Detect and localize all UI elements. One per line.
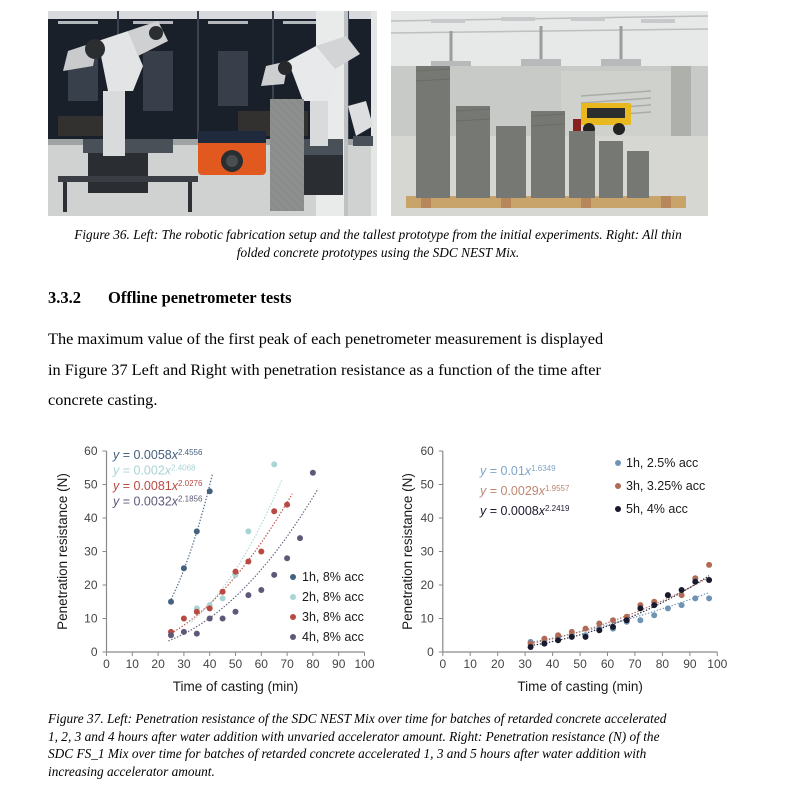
svg-text:20: 20 [151,657,165,671]
svg-text:50: 50 [229,657,243,671]
svg-text:10: 10 [464,657,478,671]
svg-text:y = 0.0008x2.2419: y = 0.0008x2.2419 [479,504,570,519]
svg-text:40: 40 [546,657,560,671]
svg-text:50: 50 [84,478,98,492]
svg-text:80: 80 [656,657,670,671]
svg-text:100: 100 [707,657,727,671]
svg-text:5h, 4% acc: 5h, 4% acc [626,502,688,516]
svg-text:y = 0.0029x1.9557: y = 0.0029x1.9557 [479,484,570,499]
svg-text:100: 100 [354,657,374,671]
svg-text:0: 0 [91,645,98,659]
svg-text:30: 30 [84,545,98,559]
svg-text:50: 50 [420,478,434,492]
svg-text:90: 90 [683,657,697,671]
svg-text:20: 20 [84,578,98,592]
svg-text:Time of casting (min): Time of casting (min) [173,679,299,694]
svg-text:y = 0.0058x2.4556: y = 0.0058x2.4556 [112,448,203,463]
svg-text:10: 10 [84,612,98,626]
svg-text:60: 60 [84,444,98,458]
svg-text:1h, 2.5% acc: 1h, 2.5% acc [626,456,698,470]
svg-text:0: 0 [427,645,434,659]
svg-text:4h, 8% acc: 4h, 8% acc [302,630,364,644]
svg-text:30: 30 [420,545,434,559]
svg-text:y = 0.0032x2.1856: y = 0.0032x2.1856 [112,494,203,509]
svg-text:30: 30 [177,657,191,671]
svg-text:10: 10 [126,657,140,671]
svg-text:0: 0 [103,657,110,671]
svg-text:Time of casting (min): Time of casting (min) [517,679,643,694]
svg-text:20: 20 [420,578,434,592]
svg-text:3h, 3.25% acc: 3h, 3.25% acc [626,479,705,493]
svg-text:1h, 8% acc: 1h, 8% acc [302,570,364,584]
svg-text:60: 60 [255,657,269,671]
svg-text:0: 0 [439,657,446,671]
svg-text:40: 40 [84,511,98,525]
svg-text:60: 60 [420,444,434,458]
svg-text:80: 80 [306,657,320,671]
svg-text:70: 70 [280,657,294,671]
svg-text:3h, 8% acc: 3h, 8% acc [302,610,364,624]
svg-text:Penetration resistance (N): Penetration resistance (N) [400,473,415,630]
svg-text:y = 0.002x2.4068: y = 0.002x2.4068 [112,463,196,478]
svg-text:30: 30 [518,657,532,671]
svg-text:y = 0.01x1.6349: y = 0.01x1.6349 [479,464,556,479]
svg-text:40: 40 [420,511,434,525]
svg-text:40: 40 [203,657,217,671]
svg-text:y = 0.0081x2.0276: y = 0.0081x2.0276 [112,479,203,494]
svg-text:60: 60 [601,657,615,671]
svg-text:10: 10 [420,612,434,626]
svg-text:2h, 8% acc: 2h, 8% acc [302,590,364,604]
svg-text:90: 90 [332,657,346,671]
svg-text:50: 50 [573,657,587,671]
svg-text:20: 20 [491,657,505,671]
svg-text:70: 70 [628,657,642,671]
svg-text:Penetration resistance (N): Penetration resistance (N) [55,473,70,630]
